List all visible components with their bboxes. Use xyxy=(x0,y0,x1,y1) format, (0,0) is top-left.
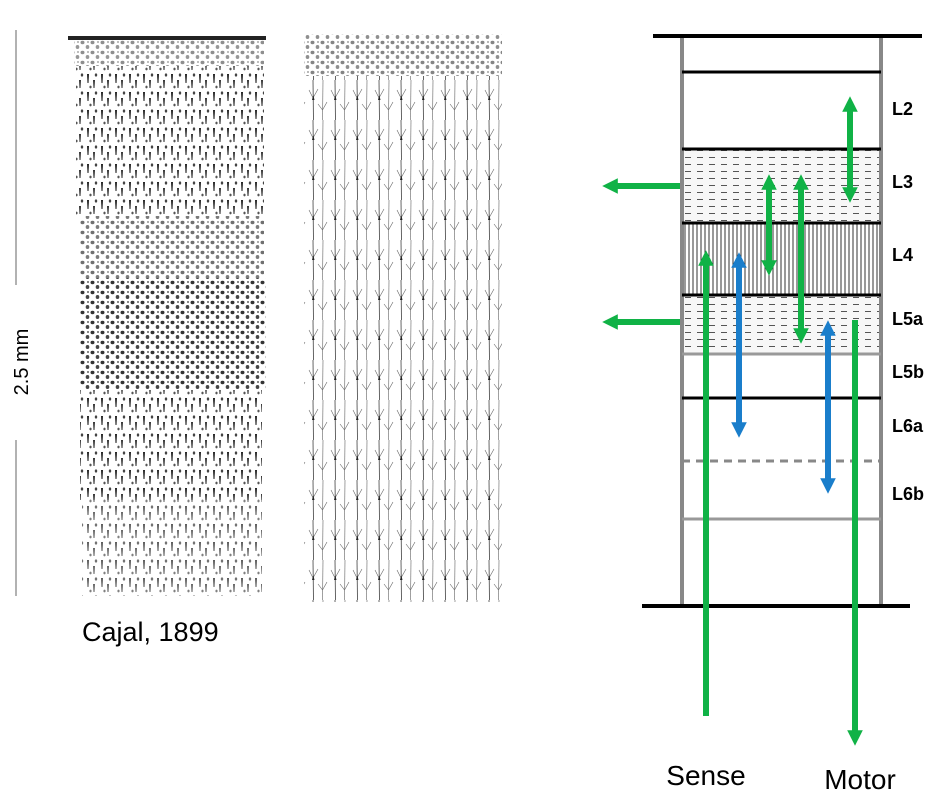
layer-label-l5b: L5b xyxy=(892,362,924,382)
pial-surface xyxy=(68,36,266,40)
layer-label-l6a: L6a xyxy=(892,416,924,436)
golgi-deep-arbor xyxy=(312,455,498,505)
nissl-deep-sparse xyxy=(82,500,262,596)
layer-label-l2: L2 xyxy=(892,99,913,119)
golgi-neurons xyxy=(304,76,502,602)
layer-label-l4: L4 xyxy=(892,245,913,265)
nissl-mid-band xyxy=(80,278,266,390)
layer-label-l5a: L5a xyxy=(892,309,924,329)
layer-label-l6b: L6b xyxy=(892,484,924,504)
nissl-layer-1 xyxy=(74,40,264,66)
scale-bar-label: 2.5 mm xyxy=(11,329,33,396)
sense-label: Sense xyxy=(666,760,745,791)
golgi-stain-drawing xyxy=(304,34,502,602)
nissl-upper-pyramidal xyxy=(76,66,264,216)
golgi-dendritic-tufts xyxy=(304,34,502,78)
nissl-deep-pyramidal xyxy=(80,390,262,500)
layer-schematic: L2 L3 L4 L5a L5b L6a L6b Sense Motor xyxy=(602,34,924,795)
nissl-granular-band xyxy=(80,216,264,278)
layer-l5a-fill xyxy=(682,295,881,354)
layer-label-l3: L3 xyxy=(892,172,913,192)
scale-bar: 2.5 mm xyxy=(11,30,33,596)
citation-label: Cajal, 1899 xyxy=(82,617,219,647)
nissl-stain-drawing xyxy=(68,36,266,596)
motor-label: Motor xyxy=(824,764,896,795)
layer-l4-fill xyxy=(682,223,881,295)
